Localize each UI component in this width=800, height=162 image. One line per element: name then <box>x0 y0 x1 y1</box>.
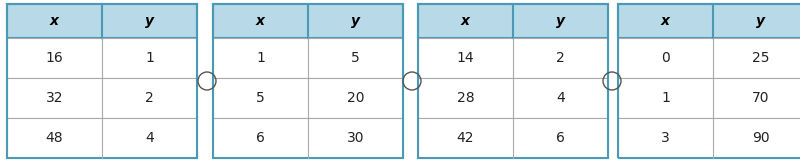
Text: 5: 5 <box>256 91 265 105</box>
Text: x: x <box>661 14 670 28</box>
Text: 14: 14 <box>457 51 474 65</box>
Bar <box>618 38 800 78</box>
Text: y: y <box>351 14 360 28</box>
Bar <box>213 118 403 158</box>
Bar <box>618 78 800 118</box>
Bar <box>418 78 608 118</box>
Text: 1: 1 <box>145 51 154 65</box>
Bar <box>7 78 197 118</box>
Bar <box>418 38 608 78</box>
Bar <box>418 4 608 158</box>
Bar <box>618 78 800 118</box>
Text: 30: 30 <box>346 131 364 145</box>
Text: x: x <box>256 14 265 28</box>
Text: 1: 1 <box>256 51 265 65</box>
Bar <box>7 4 197 158</box>
Bar <box>213 78 403 118</box>
Text: 3: 3 <box>661 131 670 145</box>
Bar <box>618 4 713 38</box>
Text: 4: 4 <box>556 91 565 105</box>
Bar <box>418 4 608 38</box>
Bar <box>7 38 197 78</box>
Bar <box>618 118 800 158</box>
Text: 42: 42 <box>457 131 474 145</box>
Bar <box>213 4 308 38</box>
Bar <box>308 4 403 38</box>
Bar <box>7 118 197 158</box>
Bar <box>213 78 403 118</box>
Bar <box>513 4 608 38</box>
Text: y: y <box>756 14 765 28</box>
Bar <box>213 4 403 158</box>
Text: 25: 25 <box>752 51 770 65</box>
Text: 0: 0 <box>661 51 670 65</box>
Text: 90: 90 <box>752 131 770 145</box>
Text: 5: 5 <box>351 51 360 65</box>
Text: 6: 6 <box>256 131 265 145</box>
Bar <box>418 78 608 118</box>
Bar <box>7 118 197 158</box>
Text: y: y <box>556 14 565 28</box>
Bar <box>7 78 197 118</box>
Bar <box>7 38 197 78</box>
Bar <box>618 38 800 78</box>
Text: 6: 6 <box>556 131 565 145</box>
Bar <box>713 4 800 38</box>
Bar <box>7 4 197 38</box>
Bar <box>418 118 608 158</box>
Text: 28: 28 <box>457 91 474 105</box>
Bar <box>213 38 403 78</box>
Bar <box>418 118 608 158</box>
Text: 2: 2 <box>145 91 154 105</box>
Text: 4: 4 <box>145 131 154 145</box>
Bar <box>102 4 197 38</box>
Bar <box>418 38 608 78</box>
Text: x: x <box>50 14 59 28</box>
Bar <box>418 4 513 38</box>
Bar <box>213 118 403 158</box>
Bar <box>618 4 800 158</box>
Bar <box>213 4 403 38</box>
Bar <box>213 38 403 78</box>
Text: 48: 48 <box>46 131 63 145</box>
Bar <box>7 4 102 38</box>
Text: 1: 1 <box>661 91 670 105</box>
Text: y: y <box>145 14 154 28</box>
Text: 20: 20 <box>346 91 364 105</box>
Text: 32: 32 <box>46 91 63 105</box>
Bar <box>618 118 800 158</box>
Text: x: x <box>461 14 470 28</box>
Bar <box>618 4 800 38</box>
Text: 16: 16 <box>46 51 63 65</box>
Text: 2: 2 <box>556 51 565 65</box>
Text: 70: 70 <box>752 91 770 105</box>
